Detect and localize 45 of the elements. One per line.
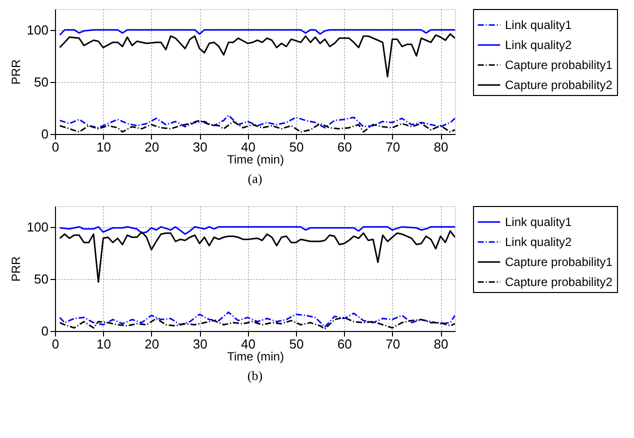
text: (a)	[248, 171, 262, 186]
x-tick-label: 40	[241, 336, 256, 352]
x-tick-label: 20	[144, 336, 160, 352]
y-tick-label: 0	[41, 126, 48, 142]
y-axis-title: PRR	[8, 59, 23, 85]
x-tick-label: 70	[386, 336, 400, 352]
x-tick-label: 20	[144, 140, 160, 154]
y-tick-label: 0	[41, 324, 48, 338]
text: (b)	[247, 368, 263, 383]
x-tick-label: 30	[192, 140, 208, 154]
x-axis-title: Time (min)	[227, 350, 284, 364]
x-tick-label: 0	[52, 140, 60, 154]
legend-label: Link quality2	[505, 38, 572, 52]
legend-label: Capture probability1	[505, 255, 613, 269]
y-tick-label: 100	[26, 219, 48, 234]
line-series	[59, 120, 455, 133]
legend-label: Link quality1	[505, 18, 572, 32]
line-series	[59, 230, 455, 283]
x-axis-title: Time (min)	[227, 152, 284, 166]
x-tick-label: 50	[289, 140, 304, 154]
x-tick-label: 0	[52, 336, 60, 352]
y-axis-title: PRR	[8, 256, 23, 282]
y-tick-label: 50	[34, 271, 48, 286]
x-tick-label: 40	[241, 140, 256, 154]
x-tick-label: 10	[96, 140, 111, 154]
x-tick-label: 30	[192, 336, 208, 352]
legend-label: Link quality1	[505, 215, 572, 229]
line-series	[59, 114, 455, 128]
y-tick-label: 50	[34, 74, 48, 90]
x-tick-label: 80	[434, 336, 448, 352]
x-tick-label: 80	[434, 140, 448, 154]
y-tick-label: 100	[26, 22, 48, 38]
line-series	[59, 226, 455, 235]
x-tick-label: 10	[96, 336, 111, 352]
legend-label: Capture probability2	[505, 78, 613, 92]
line-series	[59, 33, 455, 78]
x-tick-label: 60	[337, 140, 352, 154]
legend-label: Capture probability1	[505, 58, 613, 72]
line-series	[59, 312, 455, 328]
legend-label: Capture probability2	[505, 275, 613, 289]
x-tick-label: 70	[386, 140, 400, 154]
legend-label: Link quality2	[505, 235, 572, 249]
x-tick-label: 50	[289, 336, 304, 352]
x-tick-label: 60	[337, 336, 352, 352]
line-series	[59, 316, 455, 330]
